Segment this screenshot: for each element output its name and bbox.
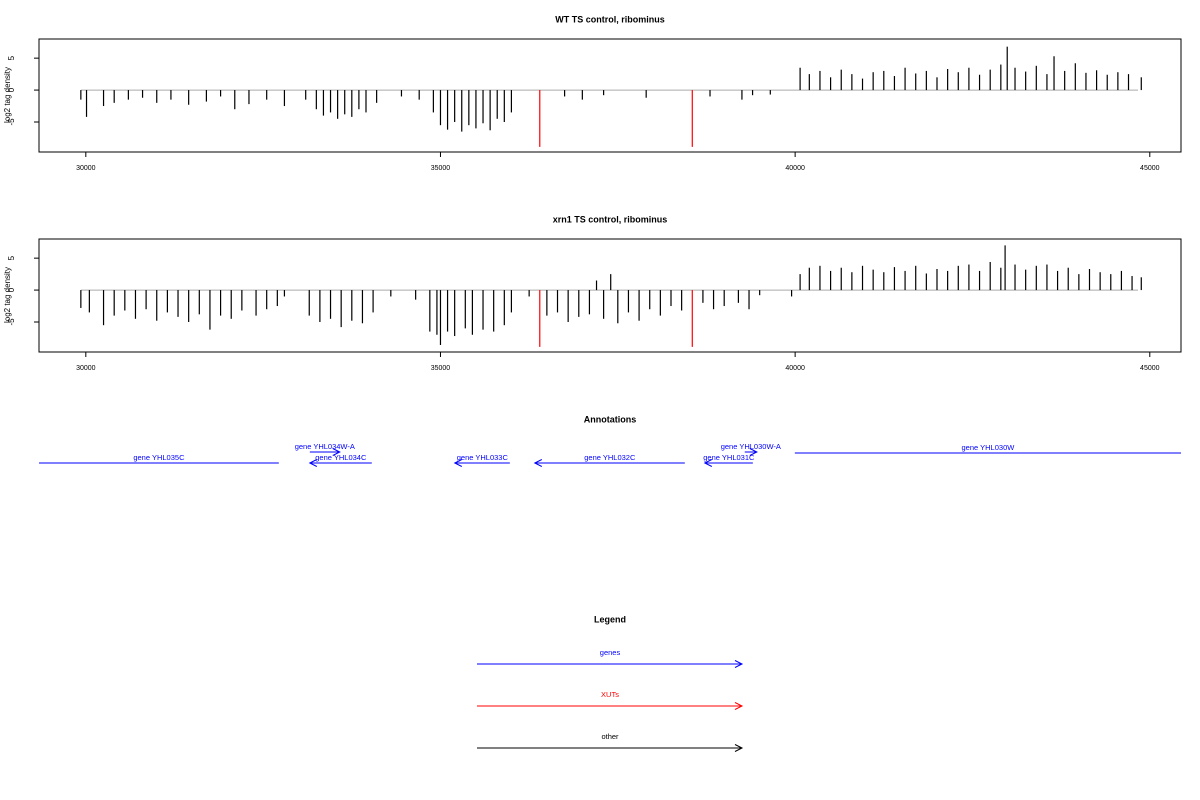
x-tick-label: 35000	[431, 165, 451, 172]
gene-label: gene YHL031C	[703, 453, 755, 462]
gene-label: gene YHL034C	[315, 453, 367, 462]
chart-title: xrn1 TS control, ribominus	[553, 214, 668, 224]
arrow-head	[734, 702, 744, 710]
annotations-title: Annotations	[584, 414, 637, 424]
plot-frame	[38, 238, 1182, 353]
gene-label: gene YHL032C	[584, 453, 636, 462]
legend-label: XUTs	[601, 690, 619, 699]
gene-label: gene YHL030W	[962, 443, 1016, 452]
gene-label: gene YHL030W-A	[721, 442, 781, 451]
x-tick-label: 40000	[785, 165, 805, 172]
x-tick-label: 40000	[785, 365, 805, 372]
y-tick-label: 5	[7, 255, 16, 260]
x-tick-label: 30000	[76, 165, 96, 172]
arrow-head	[308, 459, 318, 467]
arrow-head	[749, 448, 758, 456]
y-tick-label: 0	[7, 287, 16, 292]
plot-frame	[38, 38, 1182, 153]
legend-label: other	[601, 732, 619, 741]
legend-title: Legend	[594, 614, 626, 624]
x-tick-label: 45000	[1140, 365, 1160, 372]
legend-label: genes	[600, 648, 621, 657]
arrow-head	[734, 660, 744, 668]
arrow-head	[533, 459, 543, 467]
gene-label: gene YHL035C	[133, 453, 185, 462]
y-tick-label: -5	[7, 118, 16, 126]
arrow-head	[332, 448, 341, 456]
gene-label: gene YHL033C	[457, 453, 509, 462]
y-tick-label: 5	[7, 55, 16, 60]
y-axis-label: log2 tag density	[3, 267, 12, 323]
gene-label: gene YHL034W-A	[295, 442, 355, 451]
x-tick-label: 35000	[431, 365, 451, 372]
arrow-head	[703, 459, 713, 467]
y-tick-label: 0	[7, 87, 16, 92]
x-tick-label: 30000	[76, 365, 96, 372]
arrow-head	[734, 744, 744, 752]
x-tick-label: 45000	[1140, 165, 1160, 172]
chart-title: WT TS control, ribominus	[555, 14, 665, 24]
arrow-head	[453, 459, 463, 467]
y-axis-label: log2 tag density	[3, 67, 12, 123]
y-tick-label: -5	[7, 318, 16, 326]
